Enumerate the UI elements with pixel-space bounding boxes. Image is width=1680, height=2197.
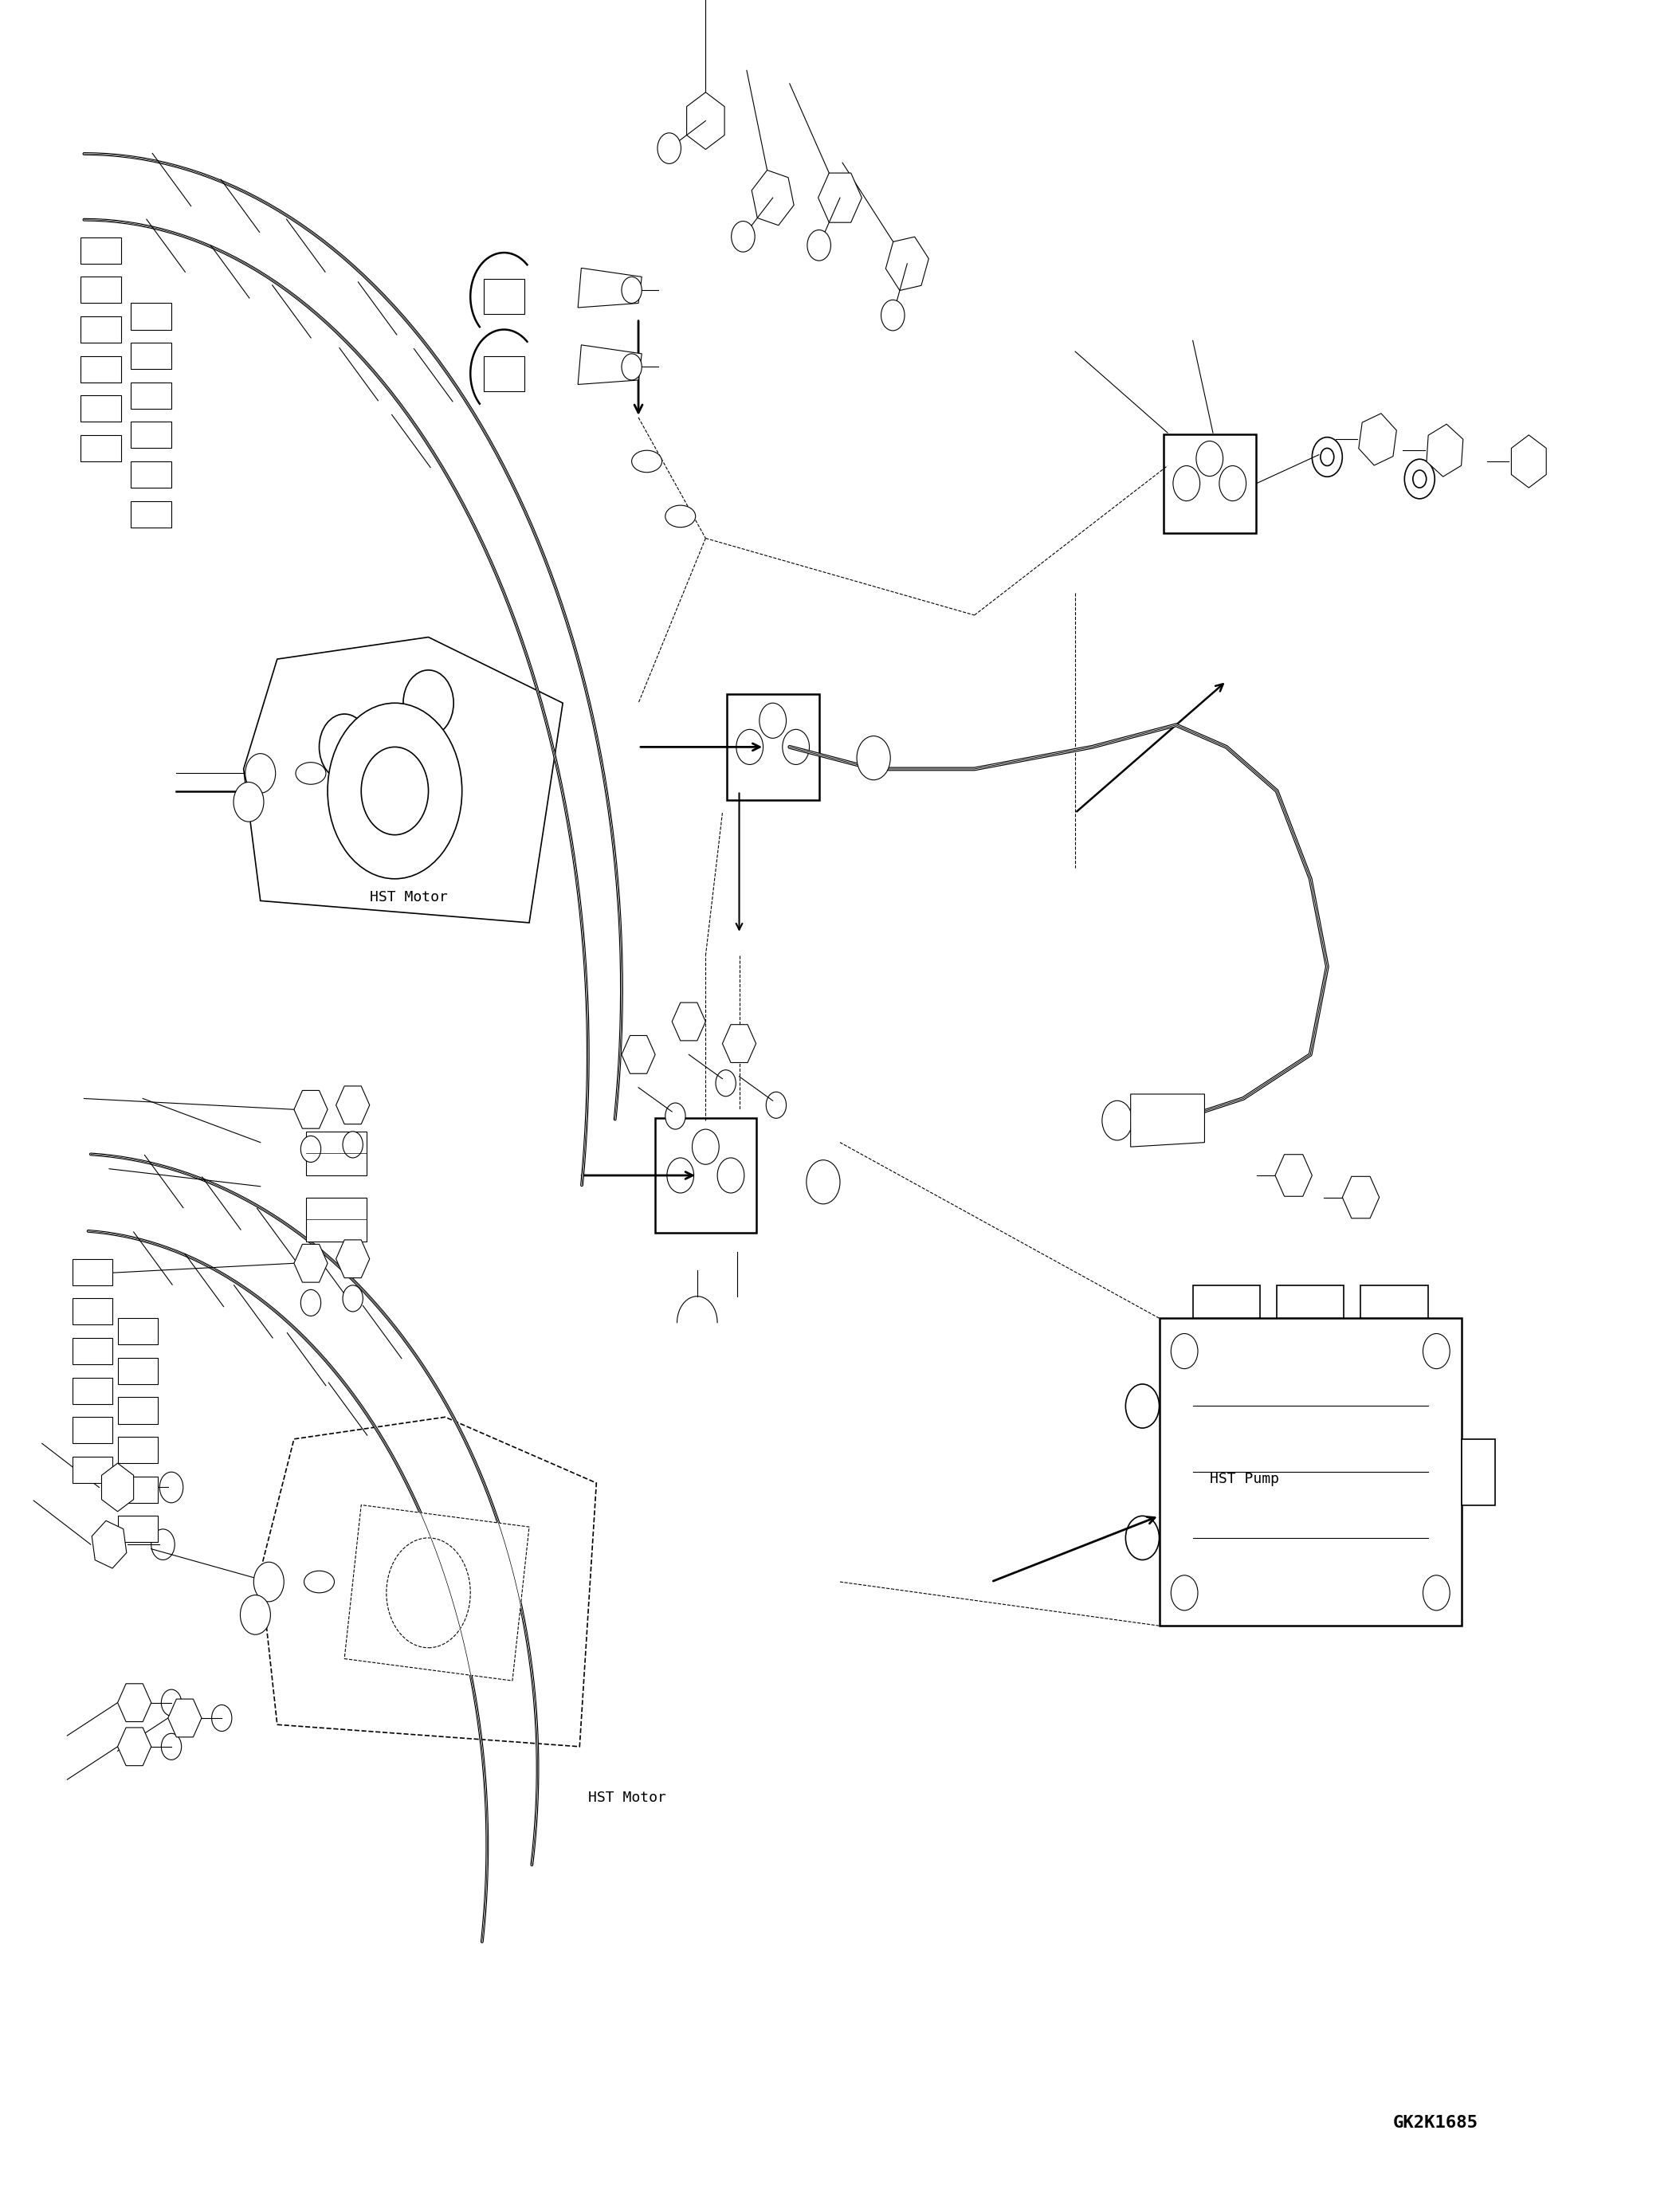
Polygon shape [260, 1417, 596, 1747]
Circle shape [759, 703, 786, 738]
Bar [118, 1476, 158, 1503]
Bar [118, 1397, 158, 1424]
Text: HST Pump: HST Pump [1210, 1472, 1278, 1487]
Circle shape [1423, 1575, 1450, 1610]
Bar [118, 1358, 158, 1384]
Bar [118, 1437, 158, 1463]
Bar [1361, 1285, 1428, 1318]
Circle shape [717, 1158, 744, 1193]
Text: HST Motor: HST Motor [588, 1791, 665, 1806]
Bar [72, 1457, 113, 1483]
Circle shape [1404, 459, 1435, 499]
Ellipse shape [632, 450, 662, 472]
Bar [484, 356, 524, 391]
Bar [306, 1131, 366, 1175]
Circle shape [1171, 1575, 1198, 1610]
Circle shape [151, 1529, 175, 1560]
Bar [81, 237, 121, 264]
Bar [81, 316, 121, 343]
Bar [306, 1197, 366, 1241]
Circle shape [622, 277, 642, 303]
Circle shape [328, 703, 462, 879]
Circle shape [736, 729, 763, 765]
Circle shape [766, 1092, 786, 1118]
Circle shape [240, 1595, 270, 1635]
Text: HST Motor: HST Motor [370, 890, 447, 905]
Circle shape [403, 670, 454, 736]
Circle shape [783, 729, 810, 765]
Ellipse shape [296, 762, 326, 784]
Circle shape [301, 1290, 321, 1316]
Circle shape [343, 1131, 363, 1158]
Circle shape [806, 231, 830, 261]
Circle shape [161, 1689, 181, 1716]
Circle shape [1171, 1334, 1198, 1369]
Circle shape [1102, 1101, 1132, 1140]
Ellipse shape [304, 1571, 334, 1593]
Circle shape [622, 354, 642, 380]
Circle shape [857, 736, 890, 780]
Bar [727, 694, 820, 800]
Polygon shape [244, 637, 563, 923]
Bar [131, 382, 171, 409]
Bar [72, 1417, 113, 1443]
Ellipse shape [665, 505, 696, 527]
Bar [131, 422, 171, 448]
Polygon shape [578, 345, 642, 384]
Circle shape [1413, 470, 1426, 488]
Bar [72, 1378, 113, 1404]
Bar [1159, 1318, 1462, 1626]
Bar [131, 343, 171, 369]
Bar [131, 461, 171, 488]
Circle shape [1220, 466, 1247, 501]
Circle shape [657, 132, 680, 165]
Circle shape [880, 299, 904, 330]
Circle shape [386, 1538, 470, 1648]
Circle shape [160, 1472, 183, 1503]
Bar [81, 395, 121, 422]
Bar [1163, 433, 1257, 532]
Bar [655, 1118, 756, 1233]
Bar [81, 435, 121, 461]
Text: GK2K1685: GK2K1685 [1393, 2116, 1478, 2131]
Circle shape [254, 1562, 284, 1602]
Circle shape [1320, 448, 1334, 466]
Circle shape [361, 747, 428, 835]
Circle shape [343, 1285, 363, 1312]
Circle shape [1423, 1334, 1450, 1369]
Circle shape [667, 1158, 694, 1193]
Bar [1462, 1439, 1495, 1505]
Circle shape [731, 222, 754, 253]
Bar [118, 1516, 158, 1542]
Polygon shape [344, 1505, 529, 1681]
Bar [72, 1338, 113, 1364]
Circle shape [234, 782, 264, 822]
Bar [72, 1259, 113, 1285]
Circle shape [1196, 442, 1223, 477]
Circle shape [245, 754, 276, 793]
Bar [81, 356, 121, 382]
Bar [1277, 1285, 1344, 1318]
Polygon shape [1131, 1094, 1205, 1147]
Circle shape [1126, 1384, 1159, 1428]
Bar [131, 501, 171, 527]
Bar [1193, 1285, 1260, 1318]
Circle shape [301, 1136, 321, 1162]
Circle shape [1312, 437, 1342, 477]
Bar [131, 303, 171, 330]
Bar [81, 277, 121, 303]
Circle shape [161, 1733, 181, 1760]
Bar [118, 1318, 158, 1345]
Circle shape [806, 1160, 840, 1204]
Polygon shape [578, 268, 642, 308]
Bar [484, 279, 524, 314]
Circle shape [716, 1070, 736, 1096]
Circle shape [692, 1129, 719, 1164]
Circle shape [319, 714, 370, 780]
Circle shape [1126, 1516, 1159, 1560]
Circle shape [212, 1705, 232, 1731]
Circle shape [1173, 466, 1200, 501]
Bar [72, 1298, 113, 1325]
Circle shape [665, 1103, 685, 1129]
